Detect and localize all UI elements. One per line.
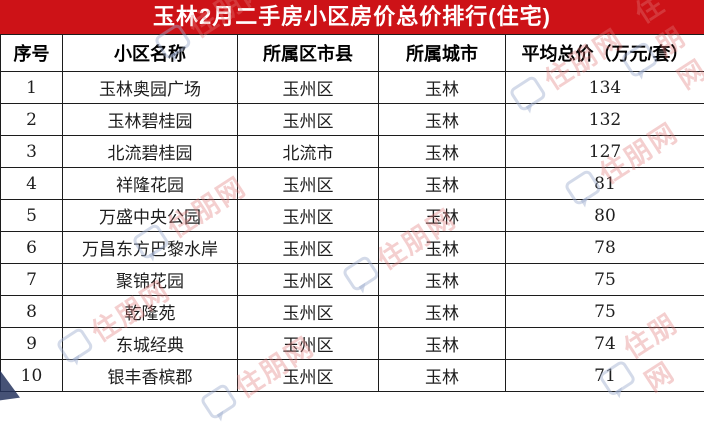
table-cell: 玉林 (379, 232, 506, 264)
table-cell: 78 (506, 232, 704, 264)
table-cell: 万盛中央公园 (63, 200, 238, 232)
table-cell: 75 (506, 296, 704, 328)
table-cell: 玉林 (379, 200, 506, 232)
table-cell: 玉林 (379, 72, 506, 104)
table-cell: 玉州区 (238, 200, 379, 232)
table-cell: 祥隆花园 (63, 168, 238, 200)
table-cell: 74 (506, 328, 704, 360)
table-cell: 银丰香槟郡 (63, 360, 238, 392)
table-cell: 玉林 (379, 104, 506, 136)
table-cell: 玉林 (379, 168, 506, 200)
table-cell: 玉州区 (238, 360, 379, 392)
column-header: 序号 (1, 35, 63, 72)
table-cell: 71 (506, 360, 704, 392)
table-cell: 127 (506, 136, 704, 168)
column-header: 平均总价（万元/套） (506, 35, 704, 72)
table-cell: 聚锦花园 (63, 264, 238, 296)
table-cell: 乾隆苑 (63, 296, 238, 328)
table-cell: 玉林 (379, 360, 506, 392)
table-cell: 75 (506, 264, 704, 296)
table-cell: 134 (506, 72, 704, 104)
table-cell: 玉州区 (238, 296, 379, 328)
table-cell: 8 (1, 296, 63, 328)
table-cell: 6 (1, 232, 63, 264)
table-cell: 81 (506, 168, 704, 200)
table-cell: 玉州区 (238, 232, 379, 264)
ranking-table-page: 玉林2月二手房小区房价总价排行(住宅) 序号小区名称所属区市县所属城市平均总价（… (0, 0, 704, 401)
table-cell: 3 (1, 136, 63, 168)
table-cell: 5 (1, 200, 63, 232)
table-cell: 玉林 (379, 264, 506, 296)
table-cell: 80 (506, 200, 704, 232)
table-cell: 玉州区 (238, 72, 379, 104)
table-cell: 玉州区 (238, 328, 379, 360)
table-cell: 玉林 (379, 136, 506, 168)
column-header: 所属区市县 (238, 35, 379, 72)
table-cell: 玉林奥园广场 (63, 72, 238, 104)
table-cell: 玉林碧桂园 (63, 104, 238, 136)
table-cell: 7 (1, 264, 63, 296)
table-cell: 1 (1, 72, 63, 104)
table-cell: 万昌东方巴黎水岸 (63, 232, 238, 264)
table-cell: 玉州区 (238, 264, 379, 296)
table-cell: 132 (506, 104, 704, 136)
table-cell: 2 (1, 104, 63, 136)
table-cell: 10 (1, 360, 63, 392)
table-cell: 玉林 (379, 328, 506, 360)
table-cell: 北流碧桂园 (63, 136, 238, 168)
table-cell: 玉州区 (238, 168, 379, 200)
table-cell: 北流市 (238, 136, 379, 168)
table-cell: 玉州区 (238, 104, 379, 136)
header-row: 序号小区名称所属区市县所属城市平均总价（万元/套） (1, 35, 704, 72)
table-cell: 玉林 (379, 296, 506, 328)
page-title: 玉林2月二手房小区房价总价排行(住宅) (0, 0, 704, 34)
column-header: 所属城市 (379, 35, 506, 72)
table-cell: 9 (1, 328, 63, 360)
column-header: 小区名称 (63, 35, 238, 72)
table-cell: 东城经典 (63, 328, 238, 360)
table-cell: 4 (1, 168, 63, 200)
